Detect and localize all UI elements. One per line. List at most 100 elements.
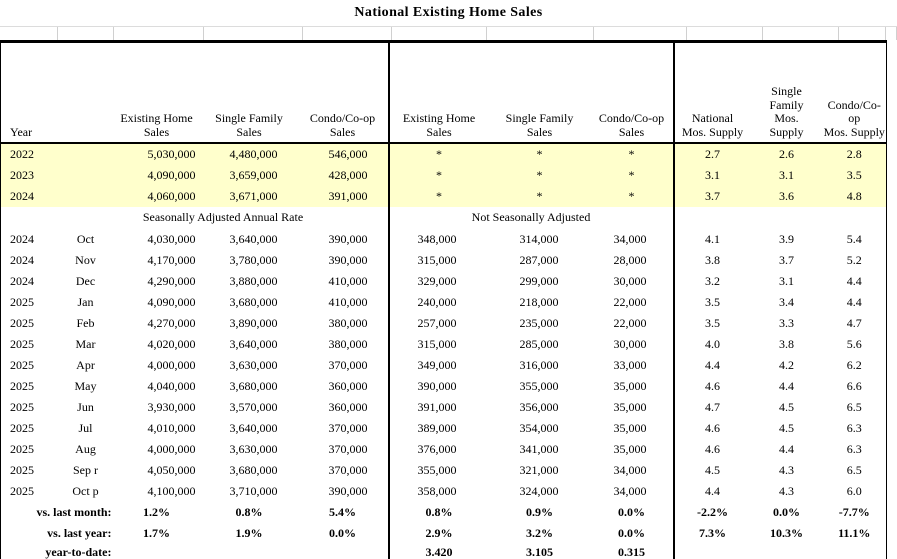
value-cell[interactable]: 240,000 (387, 292, 489, 313)
value-cell[interactable]: 370,000 (328, 420, 368, 435)
value-cell[interactable]: 390,000 (328, 231, 368, 246)
value-cell[interactable]: 3.5 (672, 292, 751, 313)
value-cell[interactable]: 370,000 (328, 462, 368, 477)
value-cell[interactable] (823, 544, 887, 559)
year-cell[interactable]: 2025 (10, 357, 34, 372)
year-cell[interactable]: 2025 (10, 462, 34, 477)
year-cell[interactable]: 2025 (10, 336, 34, 351)
value-cell[interactable]: 329,000 (387, 271, 489, 292)
value-cell[interactable]: 0.0% (618, 525, 645, 540)
month-cell[interactable]: May (74, 378, 97, 393)
value-cell[interactable]: 0.8% (387, 502, 489, 523)
value-cell[interactable]: 410,000 (328, 273, 368, 288)
year-cell[interactable]: 2024 (10, 188, 34, 203)
value-cell[interactable]: 5.4% (329, 504, 356, 519)
month-cell[interactable]: Jul (78, 420, 93, 435)
year-cell[interactable]: 2025 (10, 420, 34, 435)
value-cell[interactable]: 3,630,000 (229, 441, 278, 456)
value-cell[interactable] (298, 544, 389, 559)
value-cell[interactable]: 4.3 (779, 462, 794, 477)
value-cell[interactable]: 3,640,000 (229, 336, 278, 351)
year-cell[interactable]: 2023 (10, 167, 34, 182)
value-cell[interactable]: 3,880,000 (229, 273, 278, 288)
value-cell[interactable]: * (387, 165, 489, 186)
value-cell[interactable]: * (628, 146, 635, 161)
value-cell[interactable]: 4,020,000 (147, 336, 196, 351)
value-cell[interactable]: 4,010,000 (147, 420, 196, 435)
value-cell[interactable]: 546,000 (328, 146, 368, 161)
value-cell[interactable]: 354,000 (519, 420, 559, 435)
value-cell[interactable]: 315,000 (387, 334, 489, 355)
value-cell[interactable]: 4.5 (779, 420, 794, 435)
value-cell[interactable]: 4,050,000 (147, 462, 196, 477)
value-cell[interactable]: * (536, 167, 543, 182)
value-cell[interactable]: 3.7 (779, 252, 794, 267)
month-cell[interactable]: Jan (77, 294, 94, 309)
value-cell[interactable]: 33,000 (613, 357, 647, 372)
value-cell[interactable]: 4.6 (672, 439, 751, 460)
month-cell[interactable]: Apr (76, 357, 95, 372)
value-cell[interactable]: 4,030,000 (147, 231, 196, 246)
value-cell[interactable]: 341,000 (519, 441, 559, 456)
value-cell[interactable]: 6.5 (846, 399, 862, 414)
value-cell[interactable]: 4.8 (846, 188, 862, 203)
value-cell[interactable]: 321,000 (519, 462, 559, 477)
value-cell[interactable]: 0.315 (618, 544, 645, 559)
value-cell[interactable]: 3,710,000 (229, 483, 278, 498)
value-cell[interactable]: 3.1 (779, 273, 794, 288)
value-cell[interactable]: 4.4 (779, 378, 794, 393)
value-cell[interactable]: 35,000 (613, 441, 647, 456)
value-cell[interactable]: 370,000 (328, 441, 368, 456)
value-cell[interactable]: 356,000 (519, 399, 559, 414)
value-cell[interactable]: 4.4 (779, 441, 794, 456)
value-cell[interactable]: 314,000 (519, 231, 559, 246)
month-cell[interactable]: Oct p (72, 483, 99, 498)
value-cell[interactable]: 3.5 (672, 313, 751, 334)
value-cell[interactable]: 3.2% (526, 525, 553, 540)
value-cell[interactable]: 4.7 (846, 315, 862, 330)
value-cell[interactable]: 410,000 (328, 294, 368, 309)
value-cell[interactable]: 1.7% (143, 525, 170, 540)
value-cell[interactable]: 35,000 (613, 378, 647, 393)
value-cell[interactable]: 4.1 (672, 229, 751, 250)
value-cell[interactable]: 4.4 (846, 273, 862, 288)
value-cell[interactable]: 28,000 (613, 252, 647, 267)
value-cell[interactable]: 3.7 (672, 186, 751, 207)
value-cell[interactable]: 4.6 (672, 418, 751, 439)
value-cell[interactable]: 7.3% (672, 523, 751, 544)
value-cell[interactable]: 3.105 (526, 544, 553, 559)
value-cell[interactable]: 3,640,000 (229, 420, 278, 435)
value-cell[interactable]: 4,480,000 (229, 146, 278, 161)
value-cell[interactable]: 3,640,000 (229, 231, 278, 246)
value-cell[interactable] (113, 544, 201, 559)
value-cell[interactable]: -7.7% (838, 504, 870, 519)
month-cell[interactable]: Aug (75, 441, 96, 456)
value-cell[interactable]: 3,570,000 (229, 399, 278, 414)
year-cell[interactable]: 2025 (10, 483, 34, 498)
value-cell[interactable]: 4,270,000 (147, 315, 196, 330)
year-cell[interactable]: 2024 (10, 273, 34, 288)
value-cell[interactable] (201, 544, 298, 559)
value-cell[interactable]: * (628, 167, 635, 182)
value-cell[interactable]: 324,000 (519, 483, 559, 498)
value-cell[interactable]: 235,000 (519, 315, 559, 330)
value-cell[interactable]: 3,890,000 (229, 315, 278, 330)
value-cell[interactable]: 6.6 (846, 378, 862, 393)
value-cell[interactable]: 22,000 (613, 315, 647, 330)
value-cell[interactable]: 3,671,000 (229, 188, 278, 203)
year-cell[interactable]: 2025 (10, 399, 34, 414)
value-cell[interactable]: 34,000 (613, 462, 647, 477)
value-cell[interactable]: 3.5 (846, 167, 862, 182)
value-cell[interactable]: 3.8 (672, 250, 751, 271)
value-cell[interactable]: 4,090,000 (147, 294, 196, 309)
value-cell[interactable]: 3,930,000 (147, 399, 196, 414)
value-cell[interactable]: 4.5 (672, 460, 751, 481)
value-cell[interactable]: 355,000 (387, 460, 489, 481)
value-cell[interactable]: 349,000 (387, 355, 489, 376)
value-cell[interactable]: 285,000 (519, 336, 559, 351)
value-cell[interactable]: 3.420 (387, 544, 489, 559)
value-cell[interactable]: 3.1 (779, 167, 794, 182)
value-cell[interactable]: 257,000 (387, 313, 489, 334)
value-cell[interactable]: 3,680,000 (229, 462, 278, 477)
value-cell[interactable]: 390,000 (387, 376, 489, 397)
